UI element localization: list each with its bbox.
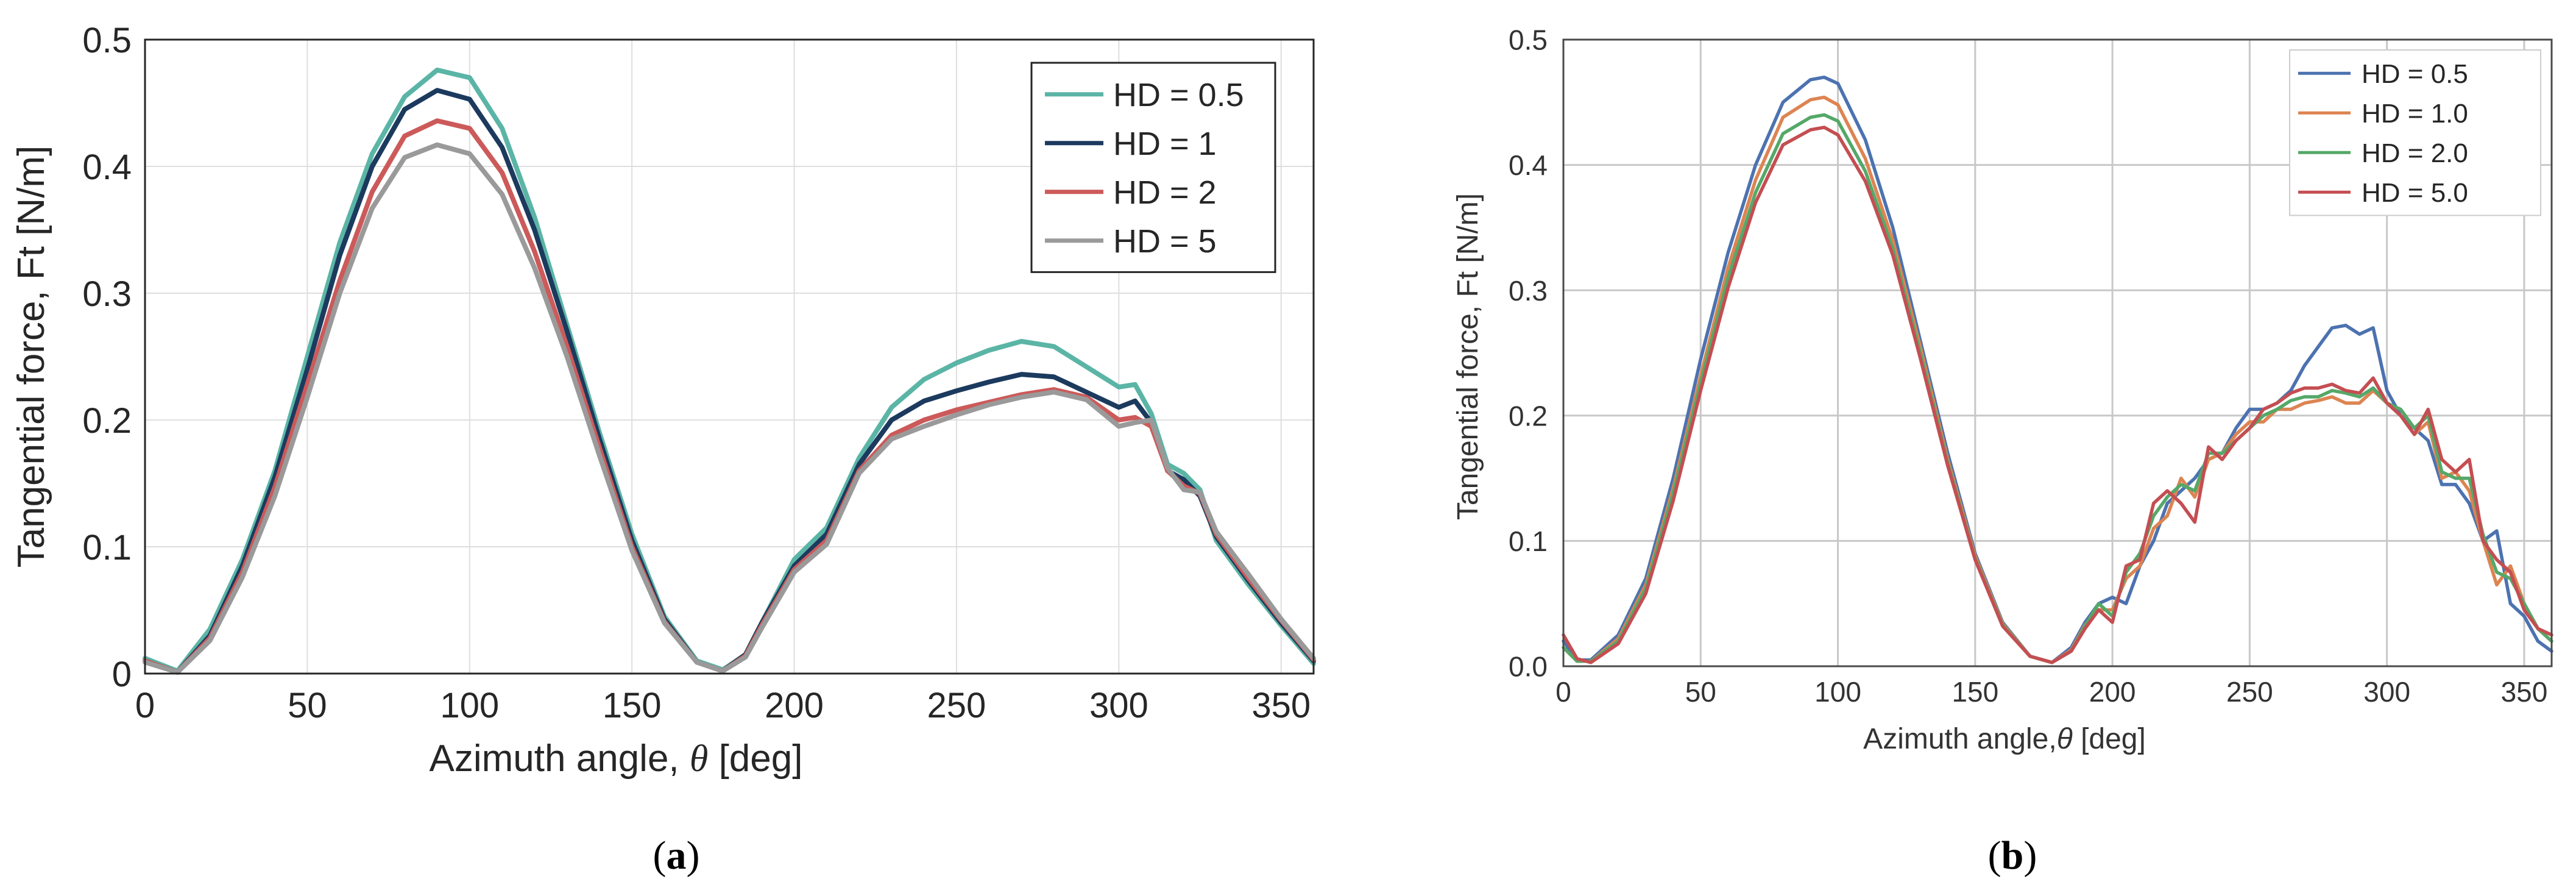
y-tick-label-a: 0 [112,655,132,694]
legend-label-a-2: HD = 1 [1113,126,1217,162]
legend-label-b-2: HD = 1.0 [2362,99,2468,129]
x-tick-label-a: 50 [288,686,327,725]
panel-label-b: (b) [1988,833,2037,878]
x-tick-label-a: 200 [765,686,824,725]
x-axis-label-a: Azimuth angle, θ [deg] [430,738,803,780]
y-tick-label-a: 0.3 [82,274,132,314]
series-line-b-1 [1562,75,2553,664]
legend-label-a-3: HD = 2 [1113,174,1217,211]
x-tick-label-b: 100 [1814,676,1861,708]
legend-box-a [1030,62,1276,273]
legend-label-b-3: HD = 2.0 [2362,138,2468,168]
y-tick-labels-b: 0.0 0.1 0.2 0.3 0.4 0.5 [1509,24,1548,683]
series-line-b-2 [1562,95,2553,664]
x-tick-label-b: 150 [1951,676,1998,708]
x-tick-label-a: 300 [1089,686,1148,725]
legend-a: HD = 0.5 HD = 1 HD = 2 HD = 5 [1030,62,1276,273]
legend-b: HD = 0.5 HD = 1.0 HD = 2.0 HD = 5.0 [2289,49,2541,216]
y-tick-label-b: 0.0 [1509,651,1548,683]
series-group-a [143,67,1316,675]
y-tick-label-a: 0.4 [82,148,132,187]
x-tick-label-b: 0 [1555,676,1571,708]
gridlines-a [144,39,1314,674]
legend-label-a-1: HD = 0.5 [1113,77,1244,113]
panel-label-a-letter: a [667,833,687,878]
y-tick-label-a: 0.1 [82,528,132,567]
y-tick-label-b: 0.1 [1509,525,1548,557]
series-line-a-4 [143,142,1316,675]
x-tick-labels-a: 0 50 100 150 200 250 300 350 [135,686,1311,725]
y-tick-label-b: 0.4 [1509,149,1548,181]
x-tick-label-a: 0 [135,686,155,725]
chart-panel-a: 0 50 100 150 200 250 300 350 0 0.1 0.2 0.3 0.4 0.5 A… [10,21,1316,878]
x-tick-label-b: 300 [2363,676,2410,708]
y-tick-label-b: 0.5 [1509,24,1548,56]
x-tick-label-b: 350 [2501,676,2548,708]
x-tick-label-a: 100 [440,686,499,725]
plot-frame-a [144,38,1315,675]
panel-label-b-letter: b [2001,833,2024,878]
panel-label-a: (a) [653,833,700,878]
y-axis-label-b: Tangential force, Ft [N/m] [1452,193,1484,520]
x-tick-label-b: 200 [2089,676,2136,708]
y-tick-label-b: 0.2 [1509,400,1548,432]
series-line-b-4 [1562,126,2553,664]
x-tick-label-b: 50 [1685,676,1716,708]
legend-box-b [2289,49,2541,216]
legend-label-b-4: HD = 5.0 [2362,178,2468,208]
legend-label-b-1: HD = 0.5 [2362,59,2468,89]
x-axis-label-b: Azimuth angle,θ [deg] [1863,723,2146,755]
y-axis-label-a: Tangential force, Ft [N/m] [10,146,52,568]
x-tick-label-a: 150 [603,686,662,725]
x-tick-label-a: 350 [1251,686,1311,725]
plot-frame-b [1562,38,2553,667]
x-tick-labels-b: 0 50 100 150 200 250 300 350 [1555,676,2547,708]
chart-panel-b: 0 50 100 150 200 250 300 350 0.0 0.1 0.2 0.3 0.4 0.5… [1452,24,2553,878]
y-tick-label-a: 0.5 [82,21,132,60]
x-tick-label-a: 250 [927,686,986,725]
y-tick-label-b: 0.3 [1509,275,1548,307]
y-tick-labels-a: 0 0.1 0.2 0.3 0.4 0.5 [82,21,132,694]
series-group-b [1562,75,2553,664]
x-tick-label-b: 250 [2226,676,2273,708]
y-tick-label-a: 0.2 [82,401,132,441]
legend-label-a-4: HD = 5 [1113,223,1217,260]
